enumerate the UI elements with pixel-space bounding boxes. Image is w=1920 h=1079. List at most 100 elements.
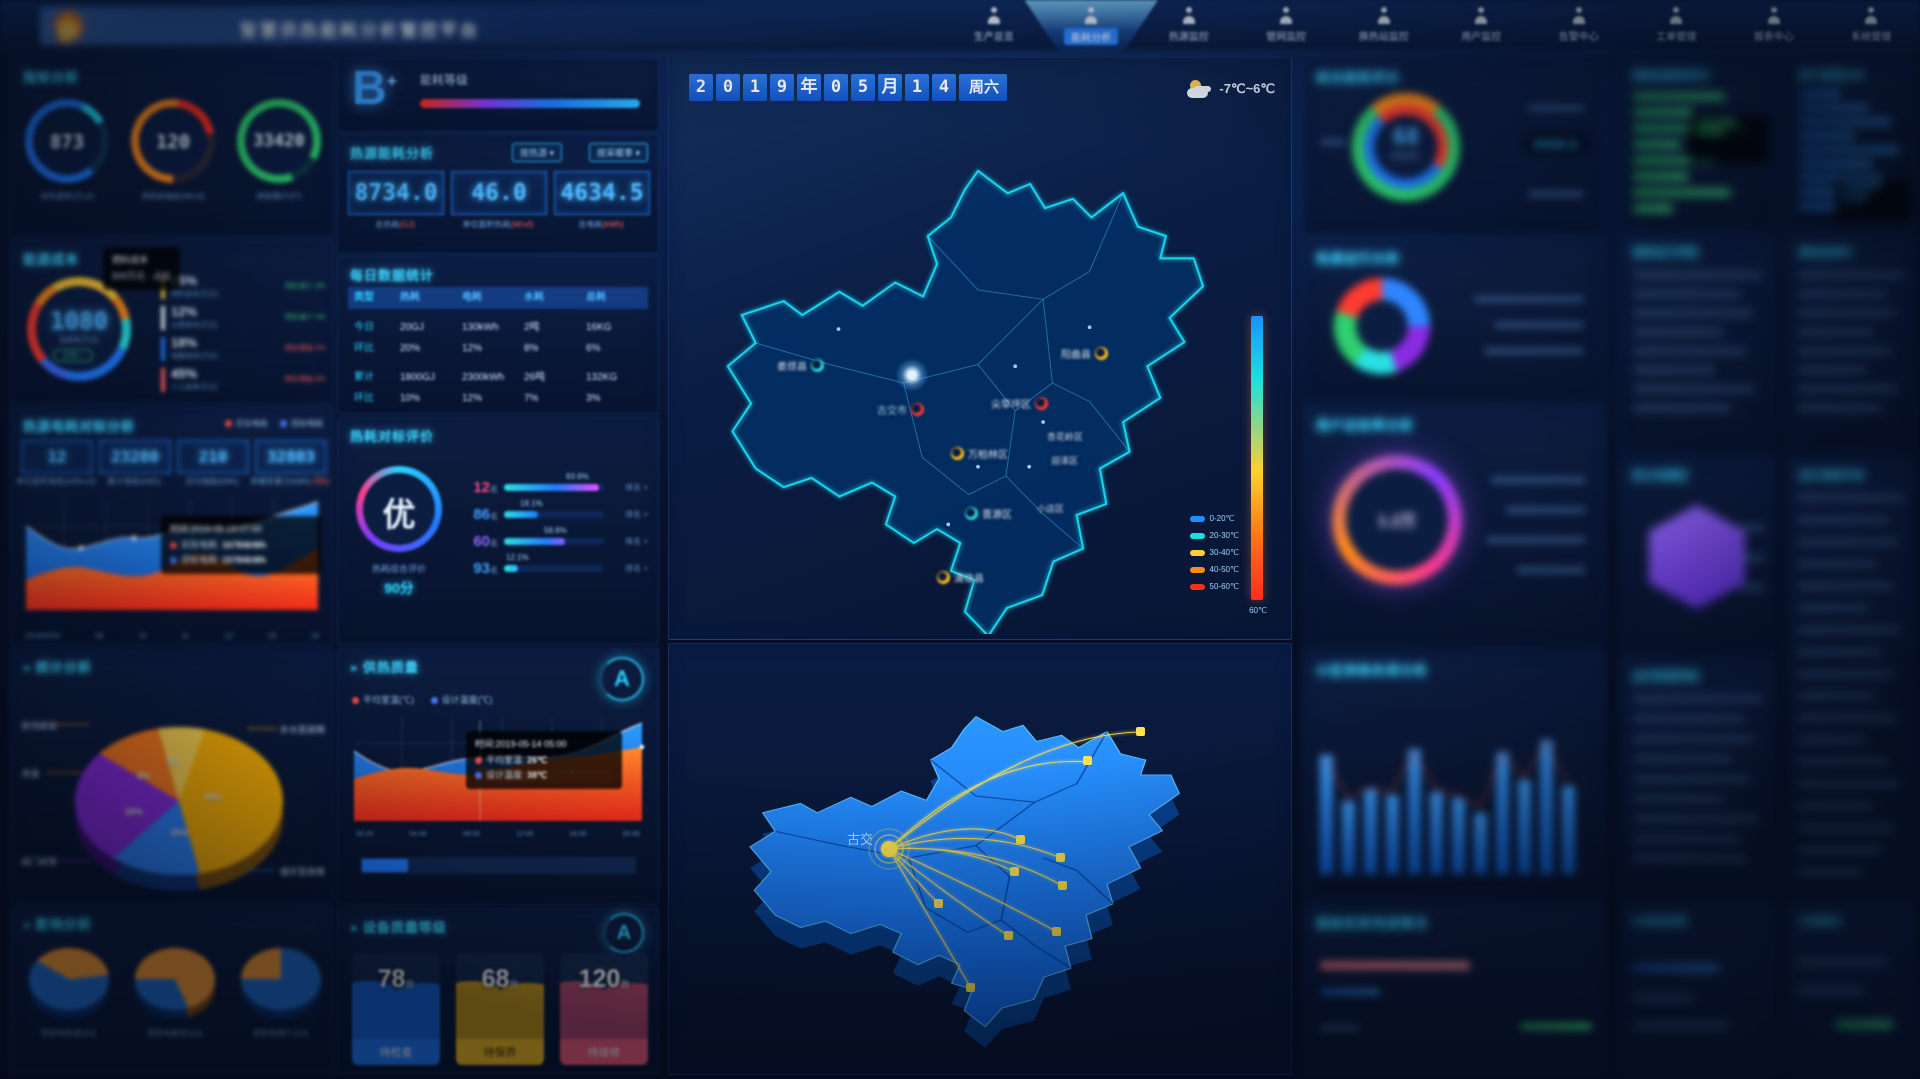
date-char: 2: [689, 74, 713, 101]
gauge-label: 供热热指标(W/㎡): [141, 192, 205, 201]
panel-title: 综合能耗评分: [1316, 70, 1401, 85]
region-marker-jiancaoping[interactable]: 尖草坪区: [991, 396, 1048, 411]
date-char: 4: [932, 74, 956, 101]
region-marker-yangqu[interactable]: 阳曲县: [1061, 346, 1108, 361]
appraise-score: 90分: [384, 580, 414, 596]
nav-tab-network[interactable]: 管网监控: [1238, 0, 1336, 52]
panel-impact-analysis: » 影响分析 受影响热源占比 受影响管网占比 受影响用户占比: [10, 905, 334, 1074]
compliance-ring: 1.2万: [1332, 455, 1462, 585]
tooltip-title: 燃料成本: [112, 255, 149, 265]
load-line-overlay: [1325, 740, 1569, 810]
decor-line: [1484, 348, 1584, 354]
stat-box: 210: [177, 440, 249, 474]
item-side: 同比增加 1%: [284, 345, 325, 352]
nav-tab-source[interactable]: 热源监控: [1140, 0, 1238, 52]
stat-label: 单位面积电耗(kWh/㎡): [16, 477, 96, 486]
panel-title: 计划完成率: [1633, 917, 1688, 928]
leader-line: [247, 728, 277, 729]
decor-line: [1490, 477, 1586, 483]
tooltip-row: 平均室温: 26℃: [475, 753, 613, 768]
sun-cloud-icon: [1187, 80, 1213, 98]
card-tag: 待保养: [456, 1039, 544, 1065]
energy-stat-box: 8734.0: [348, 171, 444, 215]
rank-more-link[interactable]: 排名 >: [625, 564, 648, 573]
chart-range-slider[interactable]: [360, 857, 636, 874]
rank-more-link[interactable]: 排名 >: [625, 510, 648, 519]
stat-label: 日均电耗(kWh): [185, 477, 239, 486]
panel-title: 换热站排行: [1799, 248, 1854, 259]
progress-bar-blue: [1320, 989, 1380, 995]
gauge-ring-1: 873: [25, 99, 109, 183]
panel-title: 换热站能耗排名: [1633, 71, 1710, 82]
colorbar-legend: 0-20℃ 20-30℃ 30-40℃ 40-50℃ 50-60℃: [1189, 510, 1239, 595]
decor-line: [1633, 1023, 1729, 1029]
rank-more-link[interactable]: 排名 >: [625, 483, 648, 492]
stat-label: 采暖季累计(kWh) 同比: [250, 477, 330, 486]
filter-chip-source[interactable]: 按热源 ▾: [511, 143, 562, 162]
panel-param-list: 运行参数列表: [1786, 458, 1916, 901]
gauge-label: 供热面积(万㎡): [40, 192, 94, 201]
region-marker-wanbailin[interactable]: 万柏林区: [951, 446, 1008, 461]
decor-line: [1320, 1025, 1360, 1031]
nav-tab-system[interactable]: 系统管理: [1823, 0, 1920, 52]
panel-3d-map: 古交: [668, 643, 1292, 1075]
slider-thumb[interactable]: [362, 859, 408, 872]
date-char: 1: [743, 74, 767, 101]
nav-tab-station[interactable]: 换热站监控: [1335, 0, 1433, 52]
cost-breakdown: 25% 燃料成本(万元) 同比减少 2% 12% 水费成本(万元) 同比减少 1…: [161, 273, 325, 397]
panel-run-detail: 运行数据明细: [1620, 659, 1776, 901]
nav-tab-alarm[interactable]: 告警中心: [1530, 0, 1628, 52]
nav-tab-overview[interactable]: 生产总览: [945, 0, 1043, 52]
param-list-rows: [1797, 495, 1905, 875]
panel-energy-cost: 能源成本 燃料成本 500万元 · 占比 1080 总成本(万元) 12% ↑ …: [10, 240, 334, 404]
date-char: 0: [716, 74, 740, 101]
device-card-inspect: 78台 待检查: [352, 953, 440, 1065]
pie-label: 渗漏: [21, 769, 40, 779]
appraise-row: 60名 58.6% 排名 >: [462, 526, 648, 555]
mini-pie-label: 受影响用户占比: [253, 1029, 309, 1038]
list-rows: [1797, 272, 1905, 411]
region-marker-yingze[interactable]: 迎泽区: [1051, 456, 1079, 466]
card-value: 120台: [578, 965, 630, 993]
filter-chip-season[interactable]: 按采暖季 ▾: [588, 143, 648, 162]
item-pct: 45%: [171, 366, 198, 381]
map3d-svg: 古交: [749, 715, 1181, 1048]
panel-network-params: 管网运行参数: [1620, 235, 1776, 455]
region-marker-xiaodian[interactable]: 小店区: [1037, 504, 1065, 514]
user-icon: [1668, 7, 1684, 24]
chart-legend: 实际电耗 目标电耗: [224, 418, 323, 429]
progress-bar-green: [1520, 1023, 1592, 1030]
cost-item: 12% 水费成本(万元) 同比减少 1%: [161, 304, 325, 335]
panel-title: 运行参数列表: [1799, 471, 1865, 482]
appraise-medal-ring: 优: [356, 466, 442, 552]
region-marker-jinyuan[interactable]: 晋源区: [965, 506, 1012, 521]
device-card-repair: 120台 待维修: [560, 953, 648, 1065]
region-marker-xinghualing[interactable]: 杏花岭区: [1047, 432, 1084, 442]
region-marker-loufan[interactable]: 娄烦县: [777, 358, 824, 373]
temperature-colorbar: [1251, 316, 1263, 600]
mini-pie-1: [29, 948, 109, 1010]
nav-tab-report[interactable]: 报表中心: [1725, 0, 1823, 52]
nav-tab-energy-active[interactable]: 能耗分析: [1024, 0, 1158, 52]
weather-moon-icon: [911, 403, 924, 416]
cost-total-label: 总成本(万元): [59, 337, 99, 344]
nav-tab-users[interactable]: 用户监控: [1433, 0, 1531, 52]
panel-heat-appraise: 热耗对标评价 优 热耗综合评价 90分 12名 93.6% 排名 > 86名 1…: [337, 417, 659, 645]
rank-pct: 58.6%: [544, 526, 567, 535]
panel-title: 能源成本: [23, 252, 80, 267]
decor-line: [1320, 139, 1346, 145]
device-card-maintain: 68台 待保养: [456, 953, 544, 1065]
energy-stat-box: 46.0: [451, 171, 547, 215]
run-donut: [1334, 278, 1430, 374]
energy-stat-label: 单位面积热耗(W/㎡): [462, 220, 534, 229]
region-marker-gujiao[interactable]: 古交市: [877, 402, 924, 417]
nav-tab-workorder[interactable]: 工单管理: [1628, 0, 1726, 52]
rank-more-link[interactable]: 排名 >: [625, 537, 648, 546]
energy-stat-label: 总热耗(GJ): [375, 220, 415, 229]
region-marker-qingxu[interactable]: 清徐县: [937, 570, 984, 585]
rank-bar-track: 93.6%: [504, 472, 604, 491]
table-header-row: 类型 热耗 电耗 水耗 总耗: [348, 287, 648, 309]
panel-plan-progress: 计划完成率: [1620, 904, 1776, 1074]
medal-grade: 优: [382, 496, 416, 533]
panel-title: 巡检任务完成情况: [1316, 916, 1429, 931]
